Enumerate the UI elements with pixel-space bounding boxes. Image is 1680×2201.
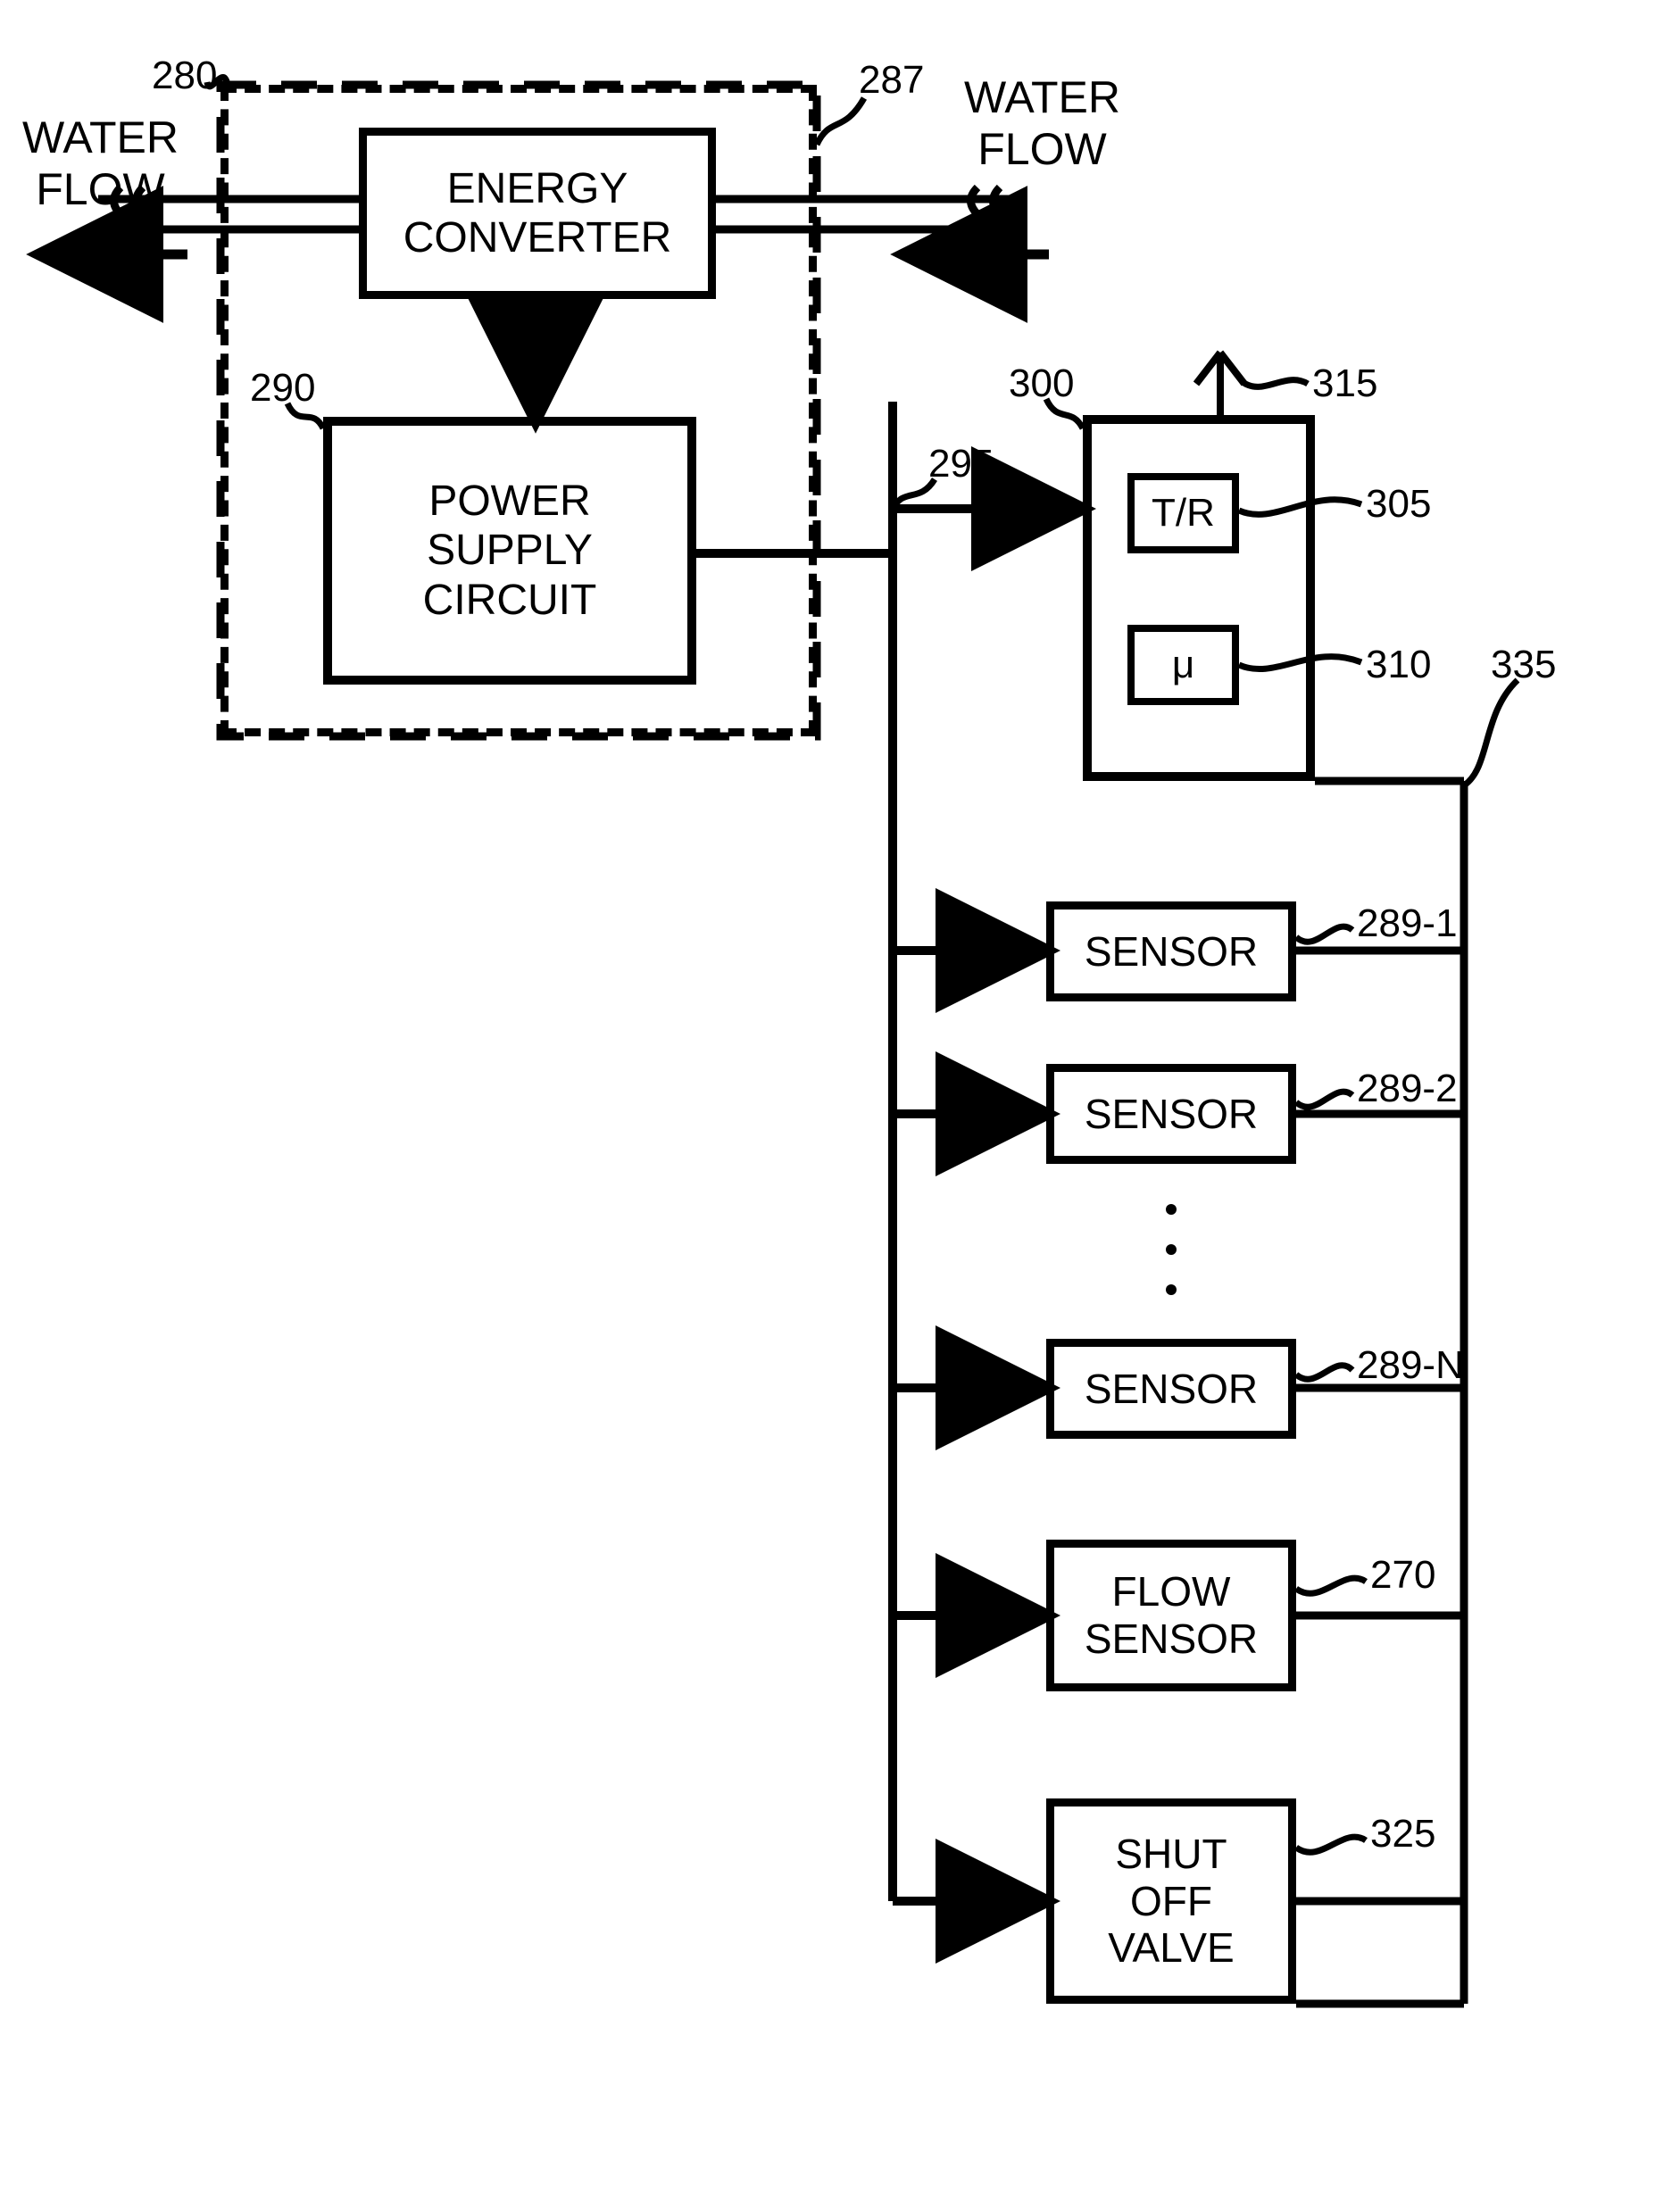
sensor-n-block: SENSOR bbox=[1046, 1339, 1296, 1439]
sensor-n-label: SENSOR bbox=[1085, 1366, 1258, 1413]
power-supply-block: POWERSUPPLYCIRCUIT bbox=[323, 417, 696, 685]
tr-label: T/R bbox=[1152, 491, 1215, 536]
ref-289-n: 289-N bbox=[1357, 1343, 1464, 1388]
ref-290: 290 bbox=[250, 366, 315, 411]
mu-label: μ bbox=[1172, 643, 1194, 688]
ref-335: 335 bbox=[1491, 643, 1556, 687]
water-flow-right-label: WATERFLOW bbox=[964, 71, 1120, 175]
ref-270: 270 bbox=[1370, 1553, 1435, 1598]
ref-310: 310 bbox=[1366, 643, 1431, 687]
mu-block: μ bbox=[1127, 625, 1239, 705]
ref-300: 300 bbox=[1009, 361, 1074, 406]
ref-305: 305 bbox=[1366, 482, 1431, 527]
water-flow-left-label: WATERFLOW bbox=[22, 112, 179, 215]
sensor-1-block: SENSOR bbox=[1046, 901, 1296, 1001]
ref-325: 325 bbox=[1370, 1812, 1435, 1856]
power-supply-label: POWERSUPPLYCIRCUIT bbox=[423, 477, 597, 625]
ref-287: 287 bbox=[859, 58, 924, 103]
controller-block bbox=[1083, 415, 1315, 781]
sensor-2-label: SENSOR bbox=[1085, 1091, 1258, 1138]
energy-converter-block: ENERGYCONVERTER bbox=[359, 128, 716, 299]
shut-off-valve-block: SHUTOFFVALVE bbox=[1046, 1798, 1296, 2004]
ref-289-2: 289-2 bbox=[1357, 1067, 1458, 1111]
flow-sensor-block: FLOWSENSOR bbox=[1046, 1540, 1296, 1691]
flow-sensor-label: FLOWSENSOR bbox=[1085, 1568, 1258, 1663]
ref-295: 295 bbox=[928, 442, 994, 486]
ref-315: 315 bbox=[1312, 361, 1377, 406]
ref-280: 280 bbox=[152, 54, 217, 98]
tr-block: T/R bbox=[1127, 473, 1239, 553]
ref-289-1: 289-1 bbox=[1357, 901, 1458, 946]
sensor-1-label: SENSOR bbox=[1085, 928, 1258, 976]
sensor-2-block: SENSOR bbox=[1046, 1064, 1296, 1164]
energy-converter-label: ENERGYCONVERTER bbox=[403, 164, 672, 262]
shut-off-valve-label: SHUTOFFVALVE bbox=[1108, 1831, 1234, 1973]
